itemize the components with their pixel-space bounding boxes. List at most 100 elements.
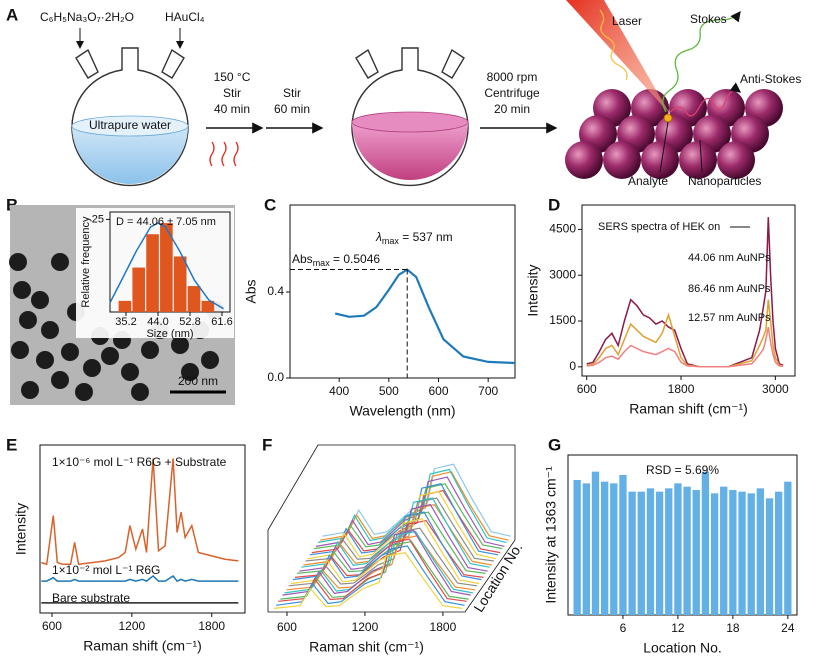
- bar: [738, 491, 746, 615]
- series-label: 1×10⁻² mol L⁻¹ R6G: [52, 563, 160, 577]
- x-axis-label: Size (nm): [146, 328, 193, 340]
- bar: [118, 300, 132, 312]
- step-label: Stir: [283, 86, 301, 100]
- spectrum-line: [282, 529, 471, 596]
- value: = 537 nm: [399, 230, 453, 244]
- particle: [31, 291, 49, 309]
- x-tick-label: 1800: [668, 382, 695, 396]
- x-axis-label: Wavelength (nm): [349, 403, 455, 419]
- series-label: 86.46 nm AuNPs: [688, 283, 771, 295]
- particle: [141, 341, 159, 359]
- bar: [692, 490, 700, 615]
- value: = 0.5046: [330, 252, 381, 266]
- spectrum-line: [299, 503, 488, 572]
- spectrum-line: [278, 538, 467, 602]
- particle: [101, 347, 119, 365]
- bar: [775, 491, 783, 615]
- step-label: 8000 rpm: [487, 70, 538, 84]
- spectrum-line: [586, 326, 784, 368]
- subscript: max: [382, 236, 400, 246]
- stokes-label: Stokes: [690, 12, 727, 26]
- symbol: λ: [375, 230, 382, 244]
- bar: [720, 486, 728, 615]
- nanoparticle: [679, 141, 717, 179]
- x-axis-label: Raman shit (cm⁻¹): [309, 639, 424, 655]
- x-tick-label: 12: [671, 621, 685, 635]
- x-axis-label: Location No.: [643, 640, 722, 656]
- bar: [610, 483, 618, 615]
- series-label: 1×10⁻⁶ mol L⁻¹ R6G + Substrate: [52, 455, 227, 469]
- scale-bar-label: 200 nm: [178, 374, 218, 388]
- laser-beam: [566, 0, 670, 114]
- analyte-icon: [663, 113, 673, 123]
- anti-stokes-label: Anti-Stokes: [740, 72, 801, 86]
- series-label: Bare substrate: [52, 591, 130, 605]
- plot-frame: [567, 454, 798, 616]
- anti-stokes-wave: [669, 82, 742, 117]
- pointer: [699, 139, 703, 173]
- particle: [171, 336, 189, 354]
- bar: [683, 486, 691, 615]
- bar: [747, 493, 755, 615]
- y-axis-label: Intensity: [525, 264, 541, 316]
- laser-wave: [599, 9, 628, 81]
- step-label: 20 min: [494, 102, 530, 116]
- spectrum-line: [290, 518, 480, 585]
- bar: [573, 480, 581, 615]
- bar: [201, 300, 215, 312]
- annotation: D = 44.06 ± 7.05 nm: [116, 216, 216, 228]
- spectrum-line: [586, 299, 784, 368]
- panel-label: F: [262, 435, 272, 454]
- bar: [655, 491, 664, 615]
- x-tick-label: 500: [379, 384, 399, 398]
- bar: [729, 490, 737, 615]
- y-axis-label: Relative frequency: [80, 216, 92, 308]
- bar: [600, 481, 609, 615]
- y-tick-label: 0.4: [267, 284, 284, 298]
- x-tick-label: 18: [726, 621, 740, 635]
- nanoparticle: [565, 141, 603, 179]
- x-tick-label: 1200: [352, 620, 379, 634]
- spectrum-line: [276, 545, 465, 606]
- panel-label: A: [6, 5, 18, 24]
- panel-label: D: [548, 195, 560, 214]
- subscript: max: [313, 258, 331, 268]
- bar: [146, 234, 159, 312]
- bar: [765, 498, 774, 615]
- y-axis-label: Intensity at 1363 cm⁻¹: [543, 466, 559, 604]
- particle: [121, 363, 139, 381]
- bar: [665, 488, 673, 615]
- reagent-label: C₆H₅Na₃O₇·2H₂O: [40, 10, 134, 24]
- particle: [75, 383, 93, 401]
- plot-frame: [289, 204, 516, 379]
- particle: [51, 371, 69, 389]
- series-label: 12.57 nm AuNPs: [688, 312, 771, 324]
- particle: [36, 351, 54, 369]
- y-tick-label: 0: [569, 359, 576, 373]
- particle: [11, 341, 29, 359]
- spectrum-line: [307, 490, 497, 560]
- step-label: 150 °C: [214, 70, 251, 84]
- bar: [132, 267, 146, 312]
- nanoparticles-label: Nanoparticles: [688, 174, 761, 188]
- analyte-label: Analyte: [628, 174, 668, 188]
- series-label: 44.06 nm AuNPs: [688, 252, 771, 264]
- heat-icon: [209, 141, 239, 167]
- flask: [71, 47, 189, 187]
- lambda-max-label: λmax = 537 nm: [375, 230, 453, 246]
- bar: [160, 223, 173, 312]
- step-label: 40 min: [214, 102, 250, 116]
- symbol: Abs: [292, 252, 313, 266]
- y-tick-label: 1500: [549, 313, 576, 327]
- y-tick-label: 4500: [549, 222, 576, 236]
- stokes-wave: [662, 10, 741, 113]
- x-tick-label: 35.2: [115, 316, 136, 328]
- x-tick-label: 52.8: [179, 316, 200, 328]
- bar: [701, 471, 710, 615]
- x-tick-label: 700: [478, 384, 498, 398]
- particle: [201, 351, 219, 369]
- solvent-label: Ultrapure water: [89, 118, 171, 132]
- x-tick-label: 1800: [198, 619, 225, 633]
- particle: [181, 363, 199, 381]
